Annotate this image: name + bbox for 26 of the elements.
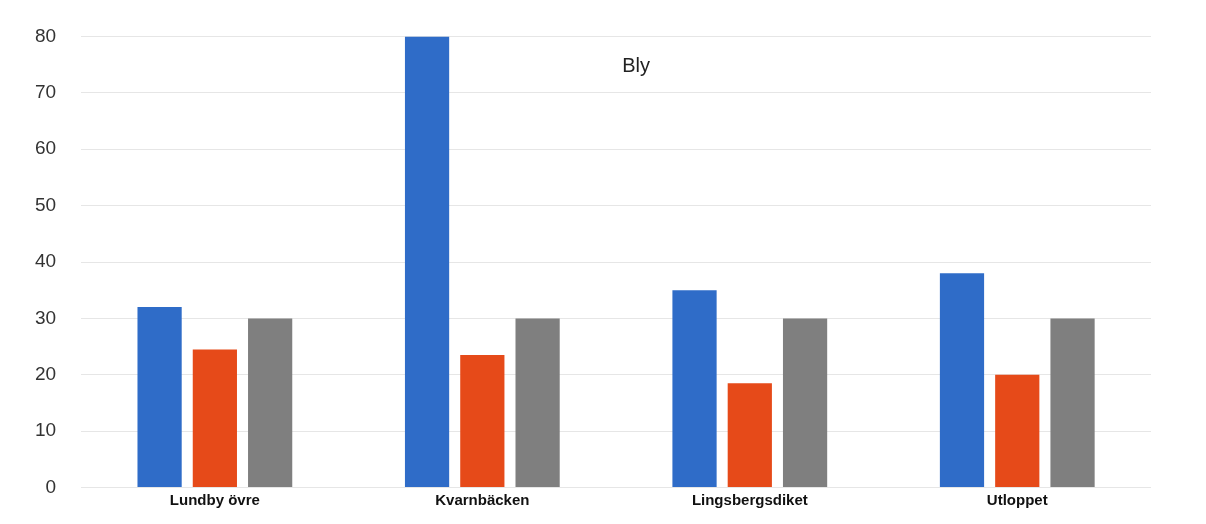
y-tick-label: 0 xyxy=(45,475,57,497)
y-tick-label: 60 xyxy=(34,137,57,159)
x-tick-label: Lundby övre xyxy=(169,490,260,508)
bar xyxy=(404,36,450,488)
y-tick-label: 50 xyxy=(34,193,57,215)
bar xyxy=(672,290,717,488)
bar xyxy=(1050,318,1095,488)
x-tick-label: Lingsbergsdiket xyxy=(691,490,808,508)
bar xyxy=(939,273,985,488)
bar xyxy=(137,307,182,488)
y-tick-label: 80 xyxy=(34,24,57,46)
bar xyxy=(248,318,293,488)
bar xyxy=(460,355,505,488)
y-tick-label: 30 xyxy=(34,306,57,328)
x-tick-label: Kvarnbäcken xyxy=(435,490,530,508)
bar xyxy=(192,349,237,488)
text: Bly xyxy=(622,53,650,76)
y-tick-label: 40 xyxy=(34,250,57,272)
y-tick-label: 10 xyxy=(34,419,57,441)
x-tick-label: Utloppet xyxy=(986,490,1048,508)
bar xyxy=(782,318,828,488)
bar xyxy=(995,374,1040,488)
bar xyxy=(727,383,772,488)
y-tick-label: 70 xyxy=(34,81,57,103)
bar xyxy=(515,318,560,488)
y-tick-label: 20 xyxy=(34,363,57,385)
